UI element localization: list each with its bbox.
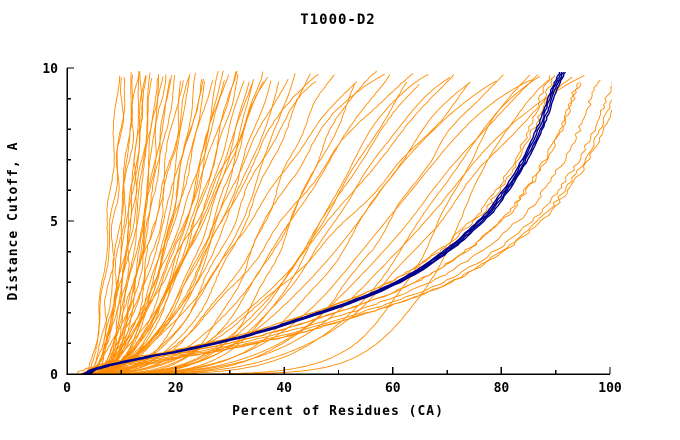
prediction-curve <box>95 80 272 375</box>
x-tick-label: 80 <box>494 381 510 396</box>
prediction-curve <box>86 75 147 375</box>
prediction-curve <box>96 82 579 375</box>
prediction-curve <box>102 79 601 375</box>
prediction-curve <box>97 80 497 375</box>
prediction-curve <box>94 74 229 375</box>
chart-title: T1000-D2 <box>300 12 375 28</box>
prediction-curve <box>101 71 237 375</box>
x-tick-label: 0 <box>63 381 71 396</box>
prediction-curve <box>98 78 171 375</box>
y-axis-label: Distance Cutoff, A <box>6 142 21 301</box>
prediction-curve <box>91 75 585 375</box>
prediction-curve <box>87 78 289 375</box>
curve-layer <box>76 70 612 375</box>
prediction-curve <box>90 77 153 375</box>
best-model-curve <box>84 71 562 375</box>
prediction-curve <box>100 80 214 375</box>
prediction-curve <box>93 81 358 375</box>
prediction-curve <box>118 99 612 375</box>
prediction-curve <box>94 76 573 375</box>
x-tick-label: 20 <box>168 381 184 396</box>
tick-label-layer: 0 20 40 60 80 100 0 5 10 <box>42 62 622 396</box>
best-model-curve <box>86 71 564 375</box>
axis-layer <box>66 67 611 375</box>
prediction-curve <box>98 74 455 375</box>
prediction-curve <box>87 71 140 375</box>
prediction-curve <box>91 76 164 375</box>
prediction-curve <box>109 79 549 375</box>
prediction-curve <box>90 74 134 375</box>
prediction-curve <box>101 80 184 375</box>
x-axis-label: Percent of Residues (CA) <box>232 404 444 419</box>
prediction-curve <box>94 83 356 375</box>
prediction-curve <box>86 75 121 375</box>
prediction-curve <box>92 79 532 375</box>
prediction-curve <box>91 81 407 375</box>
prediction-curve <box>89 73 191 375</box>
x-tick-label: 40 <box>276 381 292 396</box>
y-tick-label: 5 <box>50 215 58 230</box>
prediction-curve <box>87 80 317 375</box>
prediction-curve <box>113 109 612 375</box>
x-tick-label: 100 <box>598 381 622 396</box>
prediction-curve <box>98 78 205 375</box>
best-model-curve <box>87 71 566 375</box>
x-tick-label: 60 <box>385 381 401 396</box>
prediction-curve <box>90 76 268 375</box>
prediction-curve <box>100 74 385 375</box>
y-tick-label: 10 <box>42 62 58 77</box>
prediction-curve <box>85 76 126 375</box>
prediction-curve <box>108 81 612 375</box>
y-tick-label: 0 <box>50 368 58 383</box>
